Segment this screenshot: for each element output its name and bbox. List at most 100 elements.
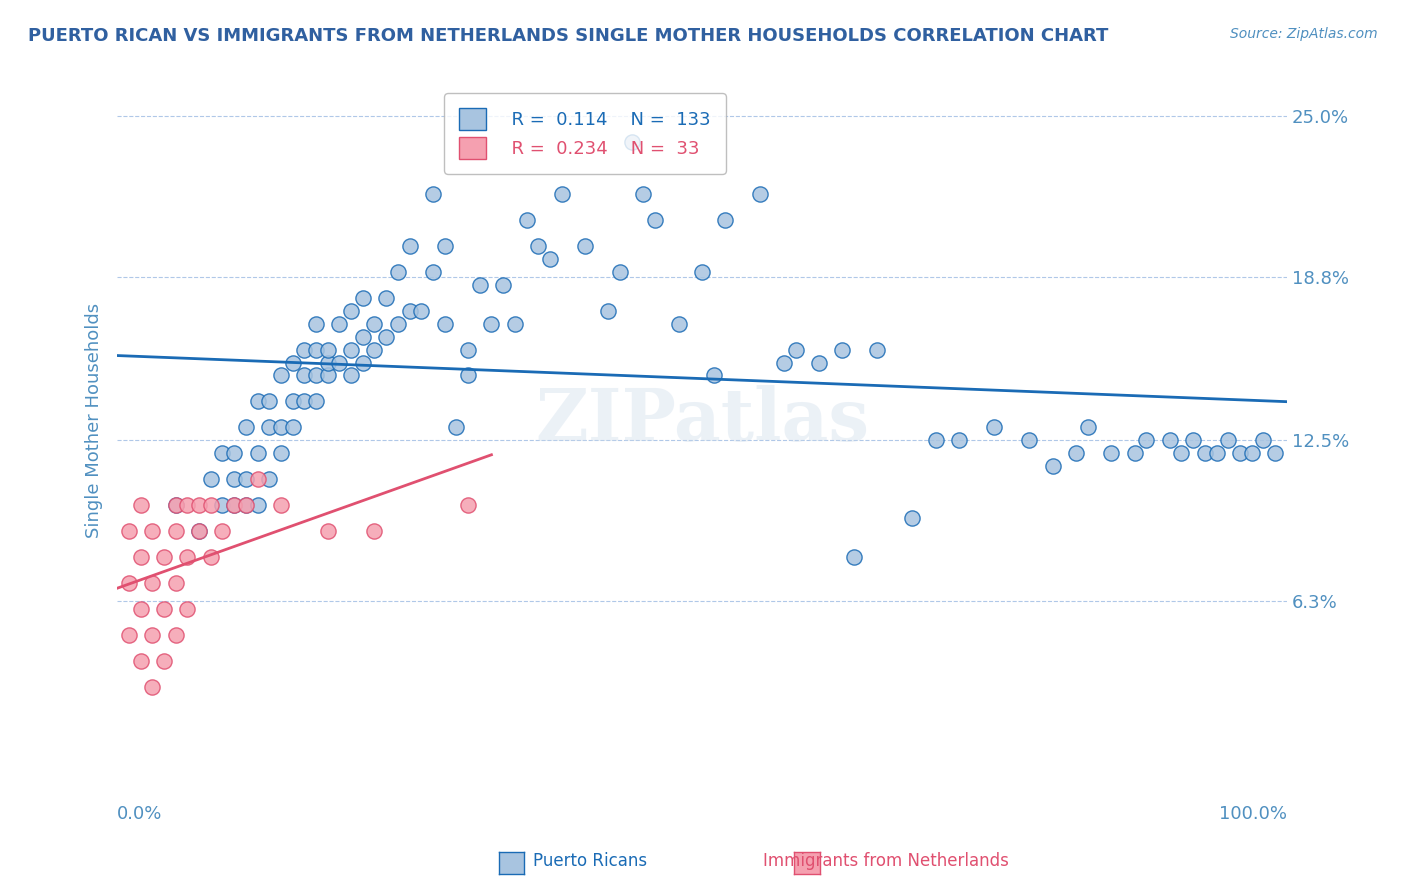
Point <box>1135 434 1157 448</box>
Point <box>118 524 141 538</box>
Point <box>503 317 526 331</box>
Point <box>1077 420 1099 434</box>
Point <box>703 368 725 383</box>
Point <box>1064 446 1087 460</box>
Point <box>363 524 385 538</box>
Text: PUERTO RICAN VS IMMIGRANTS FROM NETHERLANDS SINGLE MOTHER HOUSEHOLDS CORRELATION: PUERTO RICAN VS IMMIGRANTS FROM NETHERLA… <box>28 27 1108 45</box>
Point <box>901 511 924 525</box>
Point <box>1123 446 1146 460</box>
Point <box>281 394 304 409</box>
Point <box>433 239 456 253</box>
Point <box>598 303 620 318</box>
Point <box>457 343 479 357</box>
Point <box>200 498 222 512</box>
Point <box>411 303 433 318</box>
Point <box>118 628 141 642</box>
Point <box>129 654 152 668</box>
Text: 100.0%: 100.0% <box>1219 805 1286 823</box>
Point <box>224 472 246 486</box>
Point <box>340 368 363 383</box>
Point <box>481 317 503 331</box>
Point <box>235 472 257 486</box>
Legend:   R =  0.114    N =  133,   R =  0.234    N =  33: R = 0.114 N = 133, R = 0.234 N = 33 <box>444 94 725 174</box>
Point <box>925 434 948 448</box>
Point <box>1099 446 1122 460</box>
Point <box>574 239 596 253</box>
Point <box>316 343 339 357</box>
Point <box>211 498 233 512</box>
Point <box>1182 434 1205 448</box>
Point <box>422 187 444 202</box>
Point <box>1218 434 1240 448</box>
Point <box>363 343 385 357</box>
Point <box>153 654 176 668</box>
Point <box>328 355 350 369</box>
Point <box>118 575 141 590</box>
Point <box>165 628 187 642</box>
Point <box>305 317 328 331</box>
Text: ZIPatlas: ZIPatlas <box>534 385 869 457</box>
Point <box>515 213 537 227</box>
Text: Source: ZipAtlas.com: Source: ZipAtlas.com <box>1230 27 1378 41</box>
Point <box>165 498 187 512</box>
Point <box>246 394 269 409</box>
Point <box>188 524 211 538</box>
Point <box>446 420 468 434</box>
Point <box>387 265 409 279</box>
Point <box>983 420 1005 434</box>
Point <box>492 277 515 292</box>
Point <box>457 368 479 383</box>
Point <box>550 187 572 202</box>
Point <box>305 343 328 357</box>
Point <box>457 498 479 512</box>
Point <box>749 187 772 202</box>
Point <box>246 446 269 460</box>
Point <box>1240 446 1263 460</box>
Point <box>305 394 328 409</box>
Point <box>141 628 163 642</box>
Point <box>644 213 666 227</box>
Point <box>363 317 385 331</box>
Point <box>527 239 550 253</box>
Point <box>270 368 292 383</box>
Point <box>468 277 491 292</box>
Point <box>352 291 374 305</box>
Point <box>211 446 233 460</box>
Point <box>352 355 374 369</box>
Point <box>292 343 315 357</box>
Point <box>690 265 713 279</box>
Point <box>292 394 315 409</box>
Point <box>948 434 970 448</box>
Y-axis label: Single Mother Households: Single Mother Households <box>86 303 103 539</box>
Point <box>176 601 198 615</box>
Point <box>165 575 187 590</box>
Point <box>842 549 865 564</box>
Point <box>224 498 246 512</box>
Point <box>398 303 420 318</box>
Point <box>633 187 655 202</box>
Point <box>316 355 339 369</box>
Point <box>200 549 222 564</box>
Point <box>305 368 328 383</box>
Point <box>129 498 152 512</box>
Point <box>246 498 269 512</box>
Point <box>129 601 152 615</box>
Point <box>316 524 339 538</box>
Point <box>235 420 257 434</box>
Point <box>398 239 420 253</box>
Point <box>714 213 737 227</box>
Point <box>141 575 163 590</box>
Point <box>281 355 304 369</box>
Text: 0.0%: 0.0% <box>117 805 163 823</box>
Point <box>1170 446 1192 460</box>
Point <box>292 368 315 383</box>
Point <box>257 472 280 486</box>
Point <box>340 343 363 357</box>
Point <box>129 549 152 564</box>
Point <box>1194 446 1216 460</box>
Point <box>772 355 794 369</box>
Point <box>866 343 889 357</box>
Point <box>1229 446 1251 460</box>
Point <box>1042 459 1064 474</box>
Point <box>224 446 246 460</box>
